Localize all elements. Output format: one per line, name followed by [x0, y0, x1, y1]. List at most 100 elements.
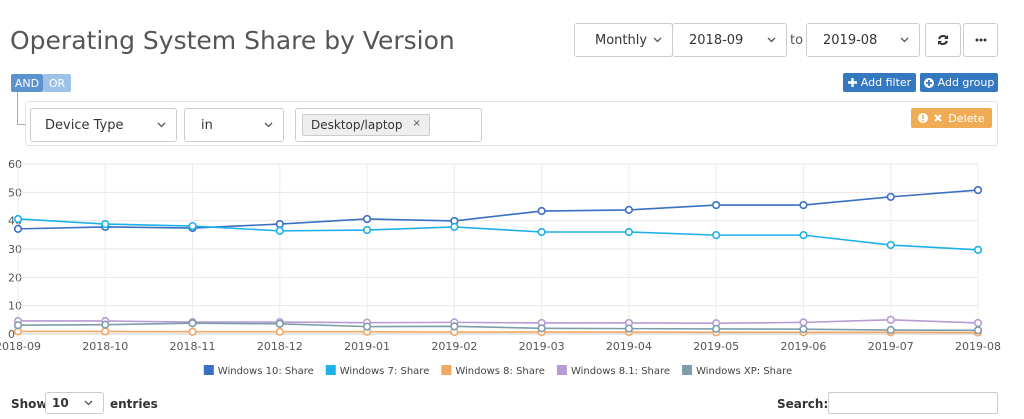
point — [973, 185, 983, 195]
point — [537, 324, 546, 333]
legend-label: Windows XP: Share — [696, 366, 792, 377]
length-value: 10 — [52, 396, 69, 410]
point — [275, 226, 284, 235]
operator-select[interactable]: in — [184, 108, 284, 142]
series-line — [17, 218, 979, 251]
series-line — [18, 319, 979, 325]
length-select[interactable]: 10 — [45, 392, 104, 414]
point — [13, 214, 23, 224]
x-tick-label: 2019-01 — [344, 340, 390, 353]
add-group-label: Add group — [937, 76, 995, 89]
point — [101, 327, 110, 336]
point — [188, 221, 197, 231]
chart: 01020304050602018-092018-102018-112018-1… — [0, 158, 1001, 377]
search-label: Search: — [777, 397, 829, 411]
point — [188, 327, 197, 336]
point — [275, 327, 284, 336]
plus-circle-icon — [923, 77, 934, 88]
plus-icon — [847, 78, 857, 87]
legend-label: Windows 7: Share — [340, 366, 430, 377]
point — [712, 200, 721, 210]
refresh-button[interactable] — [925, 23, 961, 57]
to-value: 2019-08 — [823, 32, 878, 48]
chevron — [653, 37, 662, 43]
search-input[interactable] — [828, 392, 998, 414]
legend-swatch — [682, 365, 693, 375]
point — [886, 315, 895, 324]
more-button[interactable] — [963, 23, 998, 57]
point — [101, 219, 110, 229]
point — [799, 200, 808, 210]
x-tick-label: 2019-03 — [519, 340, 565, 353]
x-tick-label: 2019-04 — [606, 340, 652, 353]
point — [624, 205, 634, 215]
point — [362, 214, 372, 224]
point — [362, 322, 372, 331]
x-tick-label: 2018-10 — [82, 340, 128, 353]
series-line — [17, 322, 979, 332]
period-select[interactable]: Monthly — [574, 23, 673, 57]
chevron — [84, 400, 93, 406]
filter-row — [25, 101, 998, 146]
chevron — [767, 37, 776, 43]
x-tick-label: 2018-09 — [0, 340, 41, 353]
point — [537, 206, 546, 216]
point — [886, 240, 895, 250]
point — [712, 231, 721, 240]
field-select[interactable]: Device Type — [30, 108, 177, 142]
tag-remove[interactable]: × — [412, 118, 421, 129]
add-filter-label: Add filter — [860, 76, 912, 89]
x-tick-label: 2019-07 — [868, 340, 914, 353]
add-filter-button[interactable]: Add filter — [843, 73, 916, 92]
point — [712, 324, 721, 333]
alert-icon — [918, 113, 929, 123]
series-line — [18, 330, 979, 334]
point — [275, 319, 284, 328]
more-icon — [975, 38, 986, 42]
point — [799, 325, 808, 334]
and-toggle[interactable]: AND — [11, 74, 43, 92]
from-select[interactable]: 2018-09 — [672, 23, 787, 57]
point — [973, 318, 983, 328]
delete-button[interactable]: Delete — [911, 108, 992, 128]
or-toggle[interactable]: OR — [43, 74, 71, 92]
x-tick-label: 2018-11 — [170, 340, 216, 353]
to-select[interactable]: 2019-08 — [806, 23, 920, 57]
point — [362, 225, 372, 235]
point — [275, 219, 284, 229]
x-tick-label: 2018-12 — [257, 340, 303, 353]
point — [188, 319, 197, 328]
from-value: 2018-09 — [689, 32, 744, 48]
add-group-button[interactable]: Add group — [920, 73, 998, 92]
operator-value: in — [201, 117, 213, 133]
point — [537, 227, 546, 237]
series-line — [17, 189, 979, 230]
point — [101, 320, 110, 329]
y-tick-label: 0 — [8, 328, 15, 341]
x-tick-label: 2019-08 — [955, 340, 1001, 353]
to-label: to — [790, 33, 804, 48]
point — [624, 324, 634, 333]
point — [973, 245, 983, 254]
x-tick-label: 2019-05 — [693, 340, 739, 353]
legend-swatch — [556, 365, 567, 375]
chevron — [157, 122, 166, 128]
x-tick-label: 2019-06 — [780, 340, 826, 353]
chevron — [264, 122, 273, 128]
point — [973, 326, 983, 335]
point — [450, 222, 459, 231]
value-input[interactable]: Desktop/laptop × — [295, 108, 482, 142]
value-tag: Desktop/laptop × — [302, 114, 430, 136]
legend-label: Windows 8: Share — [455, 366, 545, 377]
legend-swatch — [203, 365, 214, 375]
point — [886, 192, 895, 201]
point — [450, 322, 459, 331]
point — [13, 321, 23, 330]
point — [799, 231, 808, 240]
point — [624, 227, 634, 237]
refresh-icon — [938, 35, 948, 45]
point — [13, 224, 23, 233]
legend-label: Windows 10: Share — [218, 366, 314, 377]
value-text: Desktop/laptop — [311, 118, 403, 132]
